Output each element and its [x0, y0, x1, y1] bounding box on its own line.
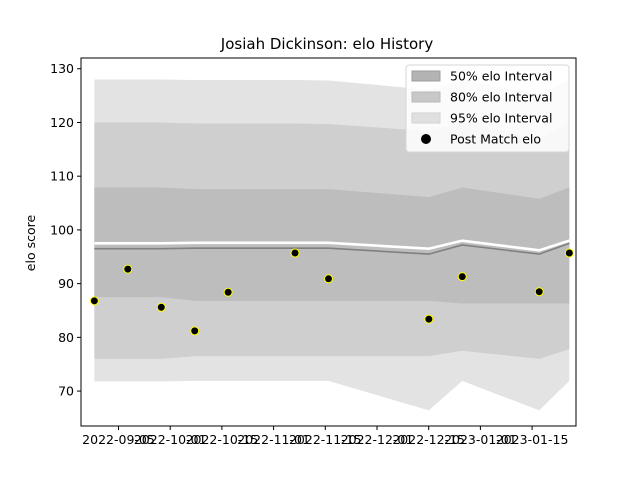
x-tick-label: 2022-10-01 [134, 432, 207, 447]
mean-line [94, 242, 570, 255]
data-point [457, 272, 467, 282]
trend-lines [94, 239, 570, 255]
data-point [89, 296, 99, 306]
data-point [223, 287, 233, 297]
data-point [534, 287, 544, 297]
band-3 [94, 187, 570, 304]
x-tick-label: 2022-11-15 [289, 432, 362, 447]
legend-label: 50% elo Interval [450, 69, 552, 84]
plot-frame [80, 57, 577, 427]
y-axis-label: elo score [23, 215, 38, 272]
data-point [190, 326, 200, 336]
x-tick-label: 2023-01-01 [444, 432, 517, 447]
y-tick-label: 70 [58, 384, 74, 399]
y-tick-label: 100 [50, 222, 74, 237]
legend-label: Post Match elo [450, 132, 541, 147]
x-tick-label: 2022-12-01 [341, 432, 414, 447]
interval-bands [94, 79, 570, 411]
data-point [123, 264, 133, 274]
legend-marker [421, 134, 431, 144]
data-point [564, 248, 574, 258]
data-point [290, 248, 300, 258]
legend-label: 95% elo Interval [450, 111, 552, 126]
data-point [324, 274, 333, 284]
x-tick-label: 2022-12-15 [392, 432, 465, 447]
x-tick-label: 2023-01-15 [496, 432, 569, 447]
x-tick-label: 2022-09-05 [82, 432, 155, 447]
legend-swatch [411, 112, 441, 124]
legend-swatch [411, 70, 441, 82]
y-tick-label: 110 [50, 169, 74, 184]
y-axis-ticks: 70 80 90 100 110 120 130 [50, 61, 81, 399]
data-point [424, 314, 434, 324]
post-match-points [89, 248, 574, 336]
legend-box [405, 64, 570, 153]
y-tick-label: 130 [50, 61, 74, 76]
upper-line [94, 239, 570, 252]
x-tick-label: 2022-10-15 [186, 432, 259, 447]
y-tick-label: 90 [58, 276, 74, 291]
legend-swatch [411, 91, 441, 103]
chart-title: Josiah Dickinson: elo History [220, 35, 434, 53]
legend-label: 80% elo Interval [450, 90, 552, 105]
data-point [156, 302, 166, 312]
legend: 50% elo Interval 80% elo Interval 95% elo … [405, 64, 570, 153]
y-tick-label: 80 [58, 330, 74, 345]
y-tick-label: 120 [50, 115, 74, 130]
x-axis-ticks: 2022-09-052022-10-012022-10-152022-11-01… [82, 426, 568, 447]
x-tick-label: 2022-11-01 [237, 432, 310, 447]
